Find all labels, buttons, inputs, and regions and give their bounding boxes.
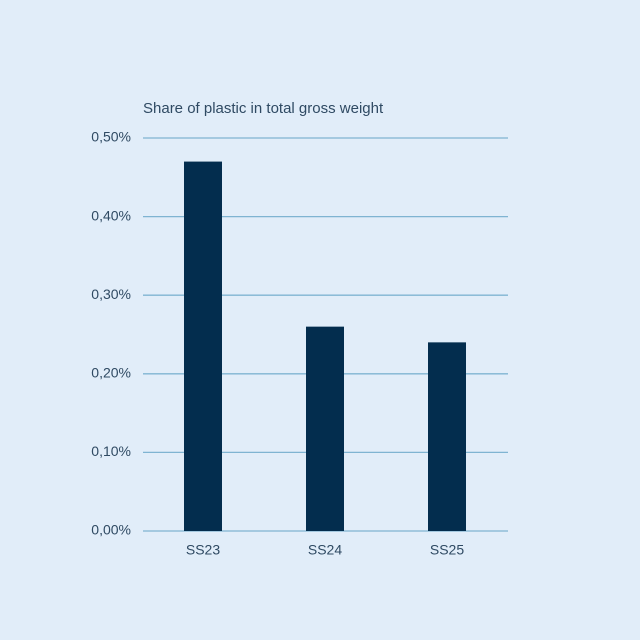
x-tick-label: SS25 [430, 542, 464, 558]
y-tick-label: 0,20% [91, 365, 131, 381]
bar [184, 161, 222, 531]
y-tick-label: 0,00% [91, 522, 131, 538]
bar [306, 326, 344, 531]
y-tick-label: 0,50% [91, 129, 131, 145]
x-tick-label: SS23 [186, 542, 220, 558]
x-tick-label: SS24 [308, 542, 342, 558]
chart-title: Share of plastic in total gross weight [143, 100, 384, 117]
y-tick-label: 0,10% [91, 443, 131, 459]
y-tick-label: 0,40% [91, 207, 131, 223]
bar [428, 342, 466, 531]
y-tick-label: 0,30% [91, 286, 131, 302]
